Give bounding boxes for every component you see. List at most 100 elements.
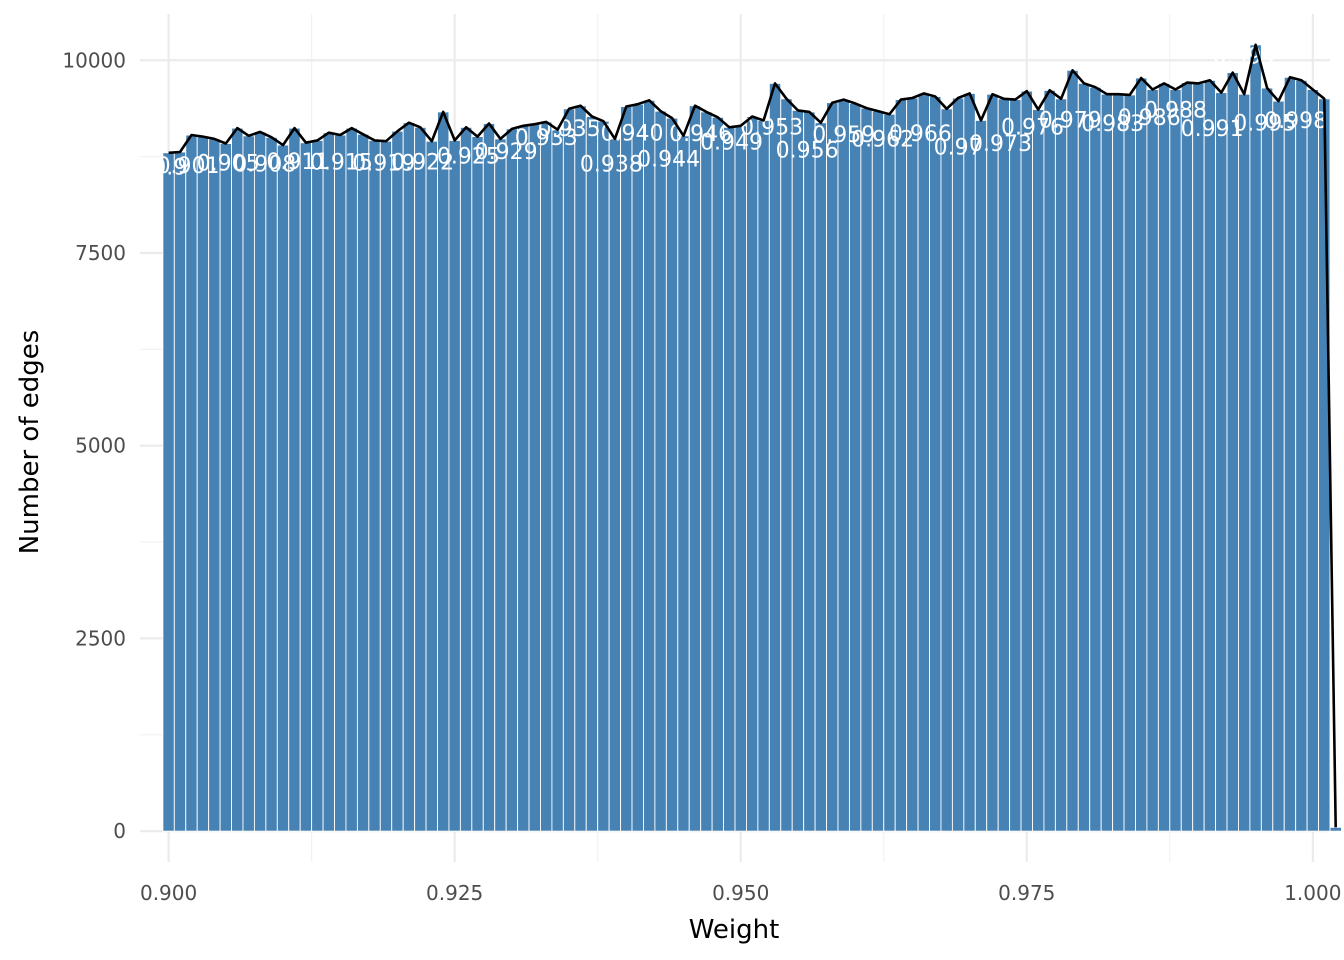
histogram-bar bbox=[780, 98, 793, 832]
bar-value-label: 0.919 bbox=[352, 151, 415, 176]
histogram-bar bbox=[311, 139, 324, 832]
bar-value-label: 0.991 bbox=[1181, 117, 1244, 142]
histogram-bar bbox=[1135, 77, 1148, 832]
histogram-bar bbox=[848, 102, 862, 832]
histogram-bar bbox=[997, 98, 1011, 832]
histogram-bar bbox=[391, 130, 404, 832]
bar-value-label: 0.983 bbox=[1081, 112, 1144, 137]
y-tick-label: 10000 bbox=[62, 48, 126, 72]
histogram-bar bbox=[253, 131, 267, 832]
histogram-bar bbox=[1226, 72, 1239, 832]
histogram-bar bbox=[379, 140, 393, 832]
histogram-bar bbox=[757, 119, 770, 832]
histogram-bar bbox=[700, 111, 713, 832]
histogram-bar bbox=[414, 126, 427, 832]
histogram-bar bbox=[917, 92, 930, 832]
bar-value-label: 0.911 bbox=[266, 150, 329, 175]
x-tick-label: 0.950 bbox=[712, 881, 769, 905]
histogram-bar bbox=[1100, 93, 1114, 832]
bar-value-label: 0.946 bbox=[669, 122, 732, 147]
bar-value-label: 0.962 bbox=[851, 128, 914, 153]
histogram-bar bbox=[1272, 100, 1285, 832]
bar-value-label: 0.976 bbox=[1001, 115, 1064, 140]
histogram-bar bbox=[437, 111, 450, 832]
histogram-bar bbox=[1146, 89, 1159, 832]
histogram-bar bbox=[1123, 94, 1136, 832]
histogram-bar bbox=[208, 138, 221, 832]
bar-value-label: 0.973 bbox=[969, 132, 1032, 157]
histogram-bar bbox=[402, 122, 416, 832]
bar-value-label: 0.944 bbox=[637, 148, 700, 173]
histogram-bar bbox=[1238, 93, 1251, 832]
histogram-bar bbox=[448, 139, 461, 832]
y-axis-tick-labels: 0 2500 5000 7500 10000 bbox=[62, 48, 126, 843]
histogram-bar bbox=[1032, 109, 1045, 832]
histogram-bar bbox=[551, 129, 564, 832]
bar-value-label: 0.940 bbox=[601, 121, 664, 146]
histogram-bar bbox=[974, 119, 988, 832]
histogram-bar bbox=[677, 135, 690, 832]
bar-value-label: 0.925 bbox=[437, 145, 500, 170]
histogram-bar bbox=[951, 97, 965, 832]
histogram-bar bbox=[322, 132, 335, 832]
histogram-bar bbox=[505, 128, 519, 832]
bar-value-label: 0.922 bbox=[391, 151, 454, 176]
histogram-bar bbox=[345, 127, 358, 832]
bar-value-label: 0.994 bbox=[1213, 44, 1276, 69]
bar-value-label: 0.935 bbox=[538, 117, 601, 142]
histogram-bar bbox=[585, 116, 599, 832]
histogram-bar bbox=[963, 92, 976, 832]
histogram-bar bbox=[1089, 86, 1102, 832]
x-tick-label: 0.925 bbox=[426, 881, 483, 905]
bar-value-label: 0.9 bbox=[152, 155, 187, 180]
bar-labels: 0.90.9010.9050.9080.9110.9150.9190.9220.… bbox=[152, 44, 1327, 180]
histogram-bar bbox=[1157, 82, 1171, 832]
histogram-bar bbox=[425, 140, 438, 832]
bar-value-label: 0.998 bbox=[1264, 109, 1327, 134]
histogram-bar bbox=[597, 120, 610, 832]
histogram-bar bbox=[654, 110, 667, 832]
histogram-bar bbox=[1318, 98, 1331, 832]
bar-value-label: 0.908 bbox=[233, 152, 296, 177]
histogram-bar bbox=[803, 111, 816, 832]
bar-value-label: 0.956 bbox=[776, 138, 839, 163]
histogram-bar bbox=[1077, 82, 1091, 832]
histogram-bar bbox=[745, 116, 759, 832]
x-tick-label: 0.900 bbox=[140, 881, 197, 905]
y-axis-title: Number of edges bbox=[15, 330, 45, 555]
histogram-bar bbox=[643, 99, 656, 832]
bar-value-label: 0.97 bbox=[934, 135, 983, 160]
histogram-bar bbox=[894, 99, 908, 832]
histogram-bar bbox=[1295, 79, 1308, 832]
histogram-bar bbox=[1203, 79, 1217, 832]
histogram-bar bbox=[1066, 69, 1079, 832]
y-tick-label: 5000 bbox=[75, 434, 126, 458]
histogram-bar bbox=[723, 126, 736, 832]
histogram-bar bbox=[1020, 90, 1033, 832]
x-tick-label: 0.975 bbox=[998, 881, 1055, 905]
bar-value-label: 0.933 bbox=[515, 126, 578, 151]
histogram-bar bbox=[620, 106, 633, 832]
histogram-bar bbox=[1043, 89, 1056, 832]
histogram-bar bbox=[1306, 89, 1320, 832]
histogram-bar bbox=[940, 108, 953, 832]
histogram-bar bbox=[768, 82, 782, 832]
histogram-bar bbox=[173, 151, 187, 832]
bars bbox=[162, 44, 1342, 832]
histogram-bar bbox=[356, 133, 370, 832]
histogram-bar bbox=[906, 97, 919, 832]
bar-value-label: 0.995 bbox=[1233, 111, 1296, 136]
histogram-bar bbox=[574, 105, 587, 832]
bar-value-label: 0.901 bbox=[157, 154, 220, 179]
histogram-bar bbox=[242, 135, 255, 832]
bar-value-label: 0.938 bbox=[580, 152, 643, 177]
histogram-bar bbox=[334, 134, 347, 832]
histogram-bar bbox=[665, 117, 679, 832]
histogram-bar bbox=[814, 122, 827, 832]
histogram-bar bbox=[871, 110, 885, 832]
histogram-bar bbox=[185, 134, 198, 832]
histogram-bar bbox=[196, 136, 210, 832]
histogram-bar bbox=[276, 144, 290, 832]
bar-value-label: 0.979 bbox=[1039, 108, 1102, 133]
